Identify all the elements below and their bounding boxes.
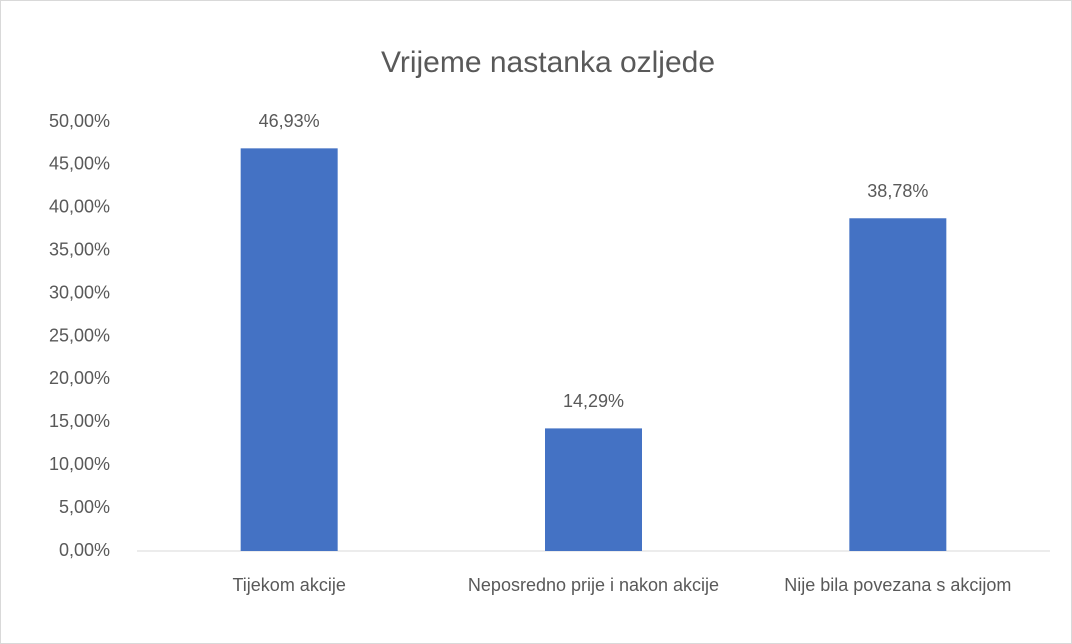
bar: [240, 148, 338, 551]
y-tick-label: 50,00%: [49, 111, 110, 131]
y-tick-label: 40,00%: [49, 197, 110, 217]
data-label: 38,78%: [867, 181, 928, 201]
y-tick-label: 5,00%: [59, 497, 110, 517]
y-tick-label: 45,00%: [49, 154, 110, 174]
y-tick-label: 35,00%: [49, 239, 110, 259]
y-tick-label: 15,00%: [49, 411, 110, 431]
y-tick-label: 10,00%: [49, 454, 110, 474]
y-tick-label: 0,00%: [59, 540, 110, 560]
y-tick-label: 25,00%: [49, 325, 110, 345]
x-tick-label-box: Nije bila povezana s akcijom: [784, 575, 1012, 595]
x-tick-label: Nije bila povezana s akcijom: [784, 575, 1012, 595]
chart-title: Vrijeme nastanka ozljede: [381, 46, 715, 79]
data-label: 46,93%: [259, 111, 320, 131]
bar: [545, 428, 642, 551]
x-tick-label: Neposredno prije i nakon akcije: [467, 575, 720, 595]
x-tick-label-box: Neposredno prije i nakon akcije: [467, 575, 720, 595]
data-label: 14,29%: [563, 391, 624, 411]
y-tick-label: 20,00%: [49, 368, 110, 388]
x-tick-label-box: Tijekom akcije: [232, 575, 346, 595]
bar: [849, 218, 947, 552]
x-tick-label: Tijekom akcije: [232, 575, 346, 595]
y-tick-label: 30,00%: [49, 282, 110, 302]
